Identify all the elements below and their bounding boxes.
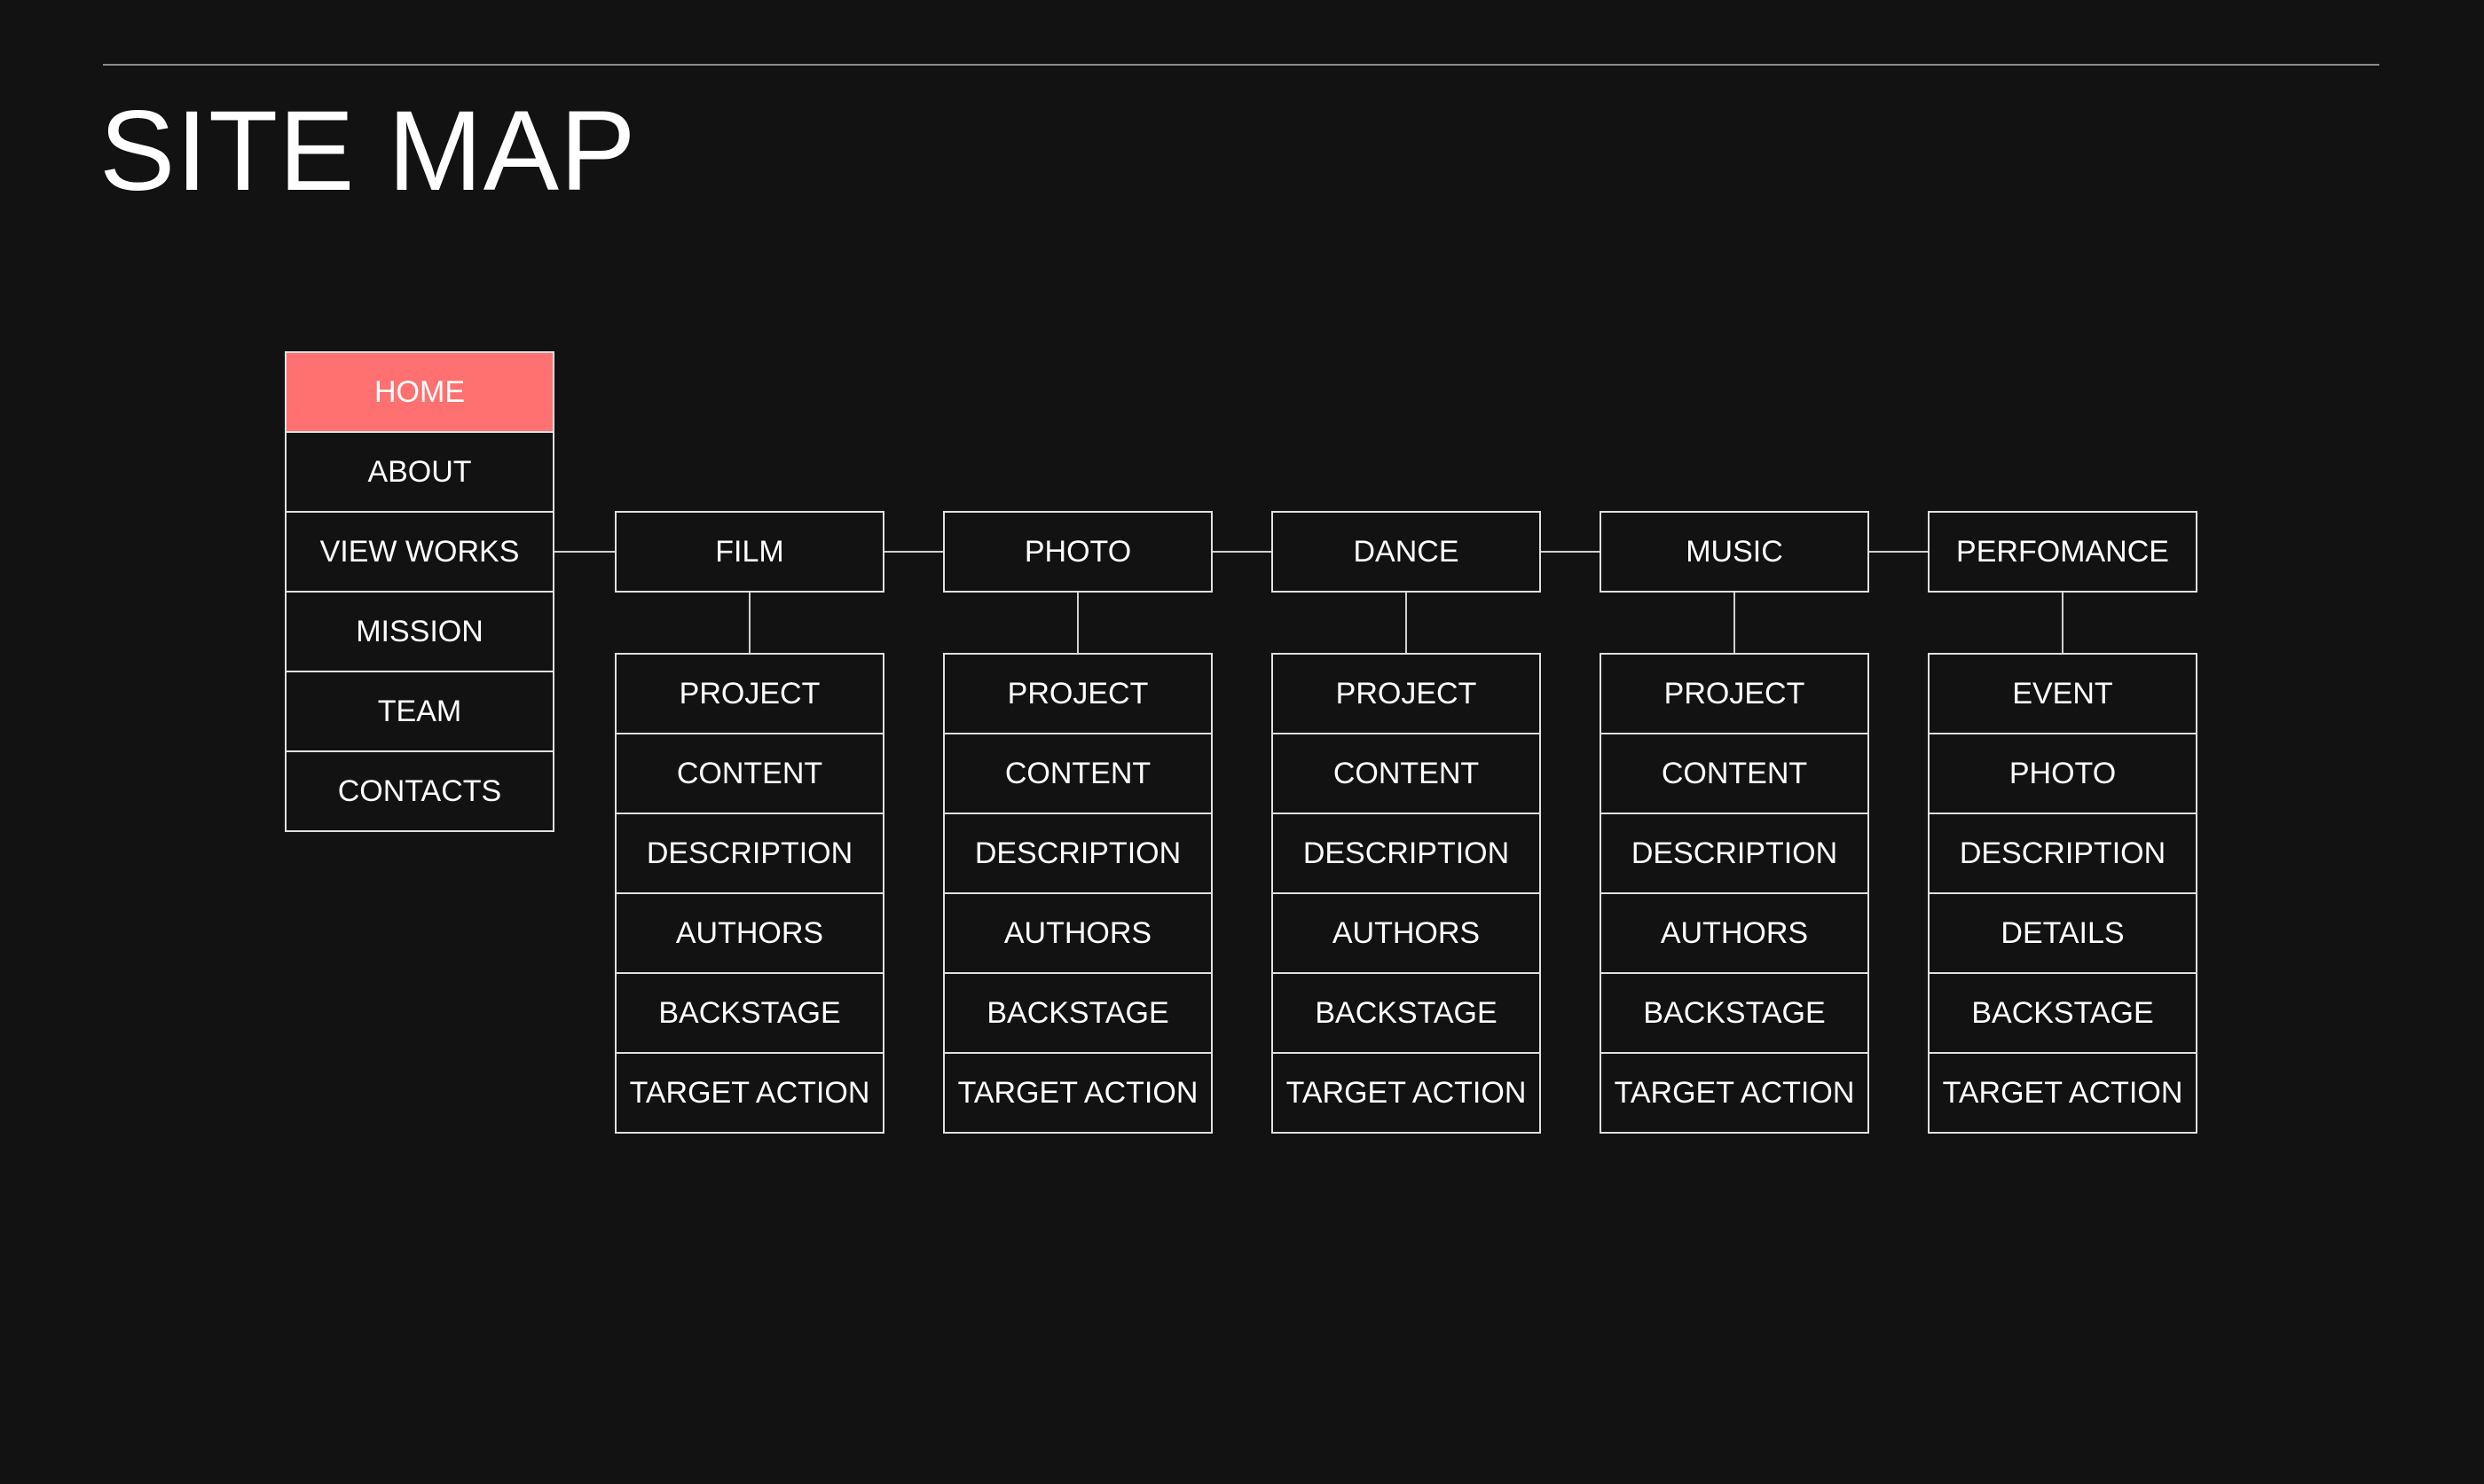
section-film: FILM [615, 511, 884, 593]
child-item-target-action[interactable]: TARGET ACTION [615, 1052, 884, 1134]
child-item-event[interactable]: EVENT [1928, 653, 2197, 734]
child-item-backstage[interactable]: BACKSTAGE [943, 972, 1213, 1054]
main-menu: HOME ABOUT VIEW WORKS MISSION TEAM CONTACTS [285, 351, 554, 832]
child-item-authors[interactable]: AUTHORS [615, 892, 884, 974]
menu-item-mission[interactable]: MISSION [285, 591, 554, 672]
section-children-photo: PROJECT CONTENT DESCRIPTION AUTHORS BACKSTAG… [943, 653, 1213, 1134]
connector-line [1077, 593, 1079, 653]
child-item-content[interactable]: CONTENT [615, 733, 884, 814]
section-header-photo[interactable]: PHOTO [943, 511, 1213, 593]
child-item-content[interactable]: CONTENT [1271, 733, 1541, 814]
child-item-target-action[interactable]: TARGET ACTION [1928, 1052, 2197, 1134]
child-item-description[interactable]: DESCRIPTION [1600, 813, 1869, 894]
child-item-backstage[interactable]: BACKSTAGE [1928, 972, 2197, 1054]
section-music: MUSIC [1600, 511, 1869, 593]
connector-line [1213, 551, 1271, 553]
connector-line [1869, 551, 1928, 553]
section-header-film[interactable]: FILM [615, 511, 884, 593]
section-children-film: PROJECT CONTENT DESCRIPTION AUTHORS BACKSTAG… [615, 653, 884, 1134]
child-item-backstage[interactable]: BACKSTAGE [615, 972, 884, 1054]
child-item-description[interactable]: DESCRIPTION [1928, 813, 2197, 894]
connector-line [1541, 551, 1600, 553]
child-item-content[interactable]: CONTENT [943, 733, 1213, 814]
menu-item-team[interactable]: TEAM [285, 671, 554, 752]
section-perfomance: PERFOMANCE [1928, 511, 2197, 593]
section-children-dance: PROJECT CONTENT DESCRIPTION AUTHORS BACKSTAG… [1271, 653, 1541, 1134]
child-item-authors[interactable]: AUTHORS [1271, 892, 1541, 974]
menu-item-contacts[interactable]: CONTACTS [285, 750, 554, 832]
section-children-perfomance: EVENT PHOTO DESCRIPTION DETAILS BACKSTAGE TAR… [1928, 653, 2197, 1134]
menu-item-about[interactable]: ABOUT [285, 431, 554, 513]
child-item-project[interactable]: PROJECT [615, 653, 884, 734]
connector-line [1405, 593, 1407, 653]
child-item-backstage[interactable]: BACKSTAGE [1271, 972, 1541, 1054]
child-item-content[interactable]: CONTENT [1600, 733, 1869, 814]
connector-line [884, 551, 943, 553]
menu-item-home[interactable]: HOME [285, 351, 554, 433]
child-item-backstage[interactable]: BACKSTAGE [1600, 972, 1869, 1054]
section-header-perfomance[interactable]: PERFOMANCE [1928, 511, 2197, 593]
child-item-details[interactable]: DETAILS [1928, 892, 2197, 974]
section-dance: DANCE [1271, 511, 1541, 593]
section-photo: PHOTO [943, 511, 1213, 593]
child-item-project[interactable]: PROJECT [943, 653, 1213, 734]
section-header-dance[interactable]: DANCE [1271, 511, 1541, 593]
connector-line [2062, 593, 2063, 653]
child-item-description[interactable]: DESCRIPTION [1271, 813, 1541, 894]
child-item-target-action[interactable]: TARGET ACTION [1271, 1052, 1541, 1134]
connector-line [554, 551, 615, 553]
child-item-description[interactable]: DESCRIPTION [615, 813, 884, 894]
child-item-target-action[interactable]: TARGET ACTION [943, 1052, 1213, 1134]
page-title: SITE MAP [99, 88, 637, 215]
menu-item-view-works[interactable]: VIEW WORKS [285, 511, 554, 593]
connector-line [1733, 593, 1735, 653]
header-divider [103, 64, 2379, 66]
section-header-music[interactable]: MUSIC [1600, 511, 1869, 593]
child-item-photo[interactable]: PHOTO [1928, 733, 2197, 814]
child-item-authors[interactable]: AUTHORS [943, 892, 1213, 974]
child-item-target-action[interactable]: TARGET ACTION [1600, 1052, 1869, 1134]
child-item-authors[interactable]: AUTHORS [1600, 892, 1869, 974]
child-item-project[interactable]: PROJECT [1600, 653, 1869, 734]
section-children-music: PROJECT CONTENT DESCRIPTION AUTHORS BACKSTAG… [1600, 653, 1869, 1134]
child-item-description[interactable]: DESCRIPTION [943, 813, 1213, 894]
connector-line [749, 593, 751, 653]
child-item-project[interactable]: PROJECT [1271, 653, 1541, 734]
